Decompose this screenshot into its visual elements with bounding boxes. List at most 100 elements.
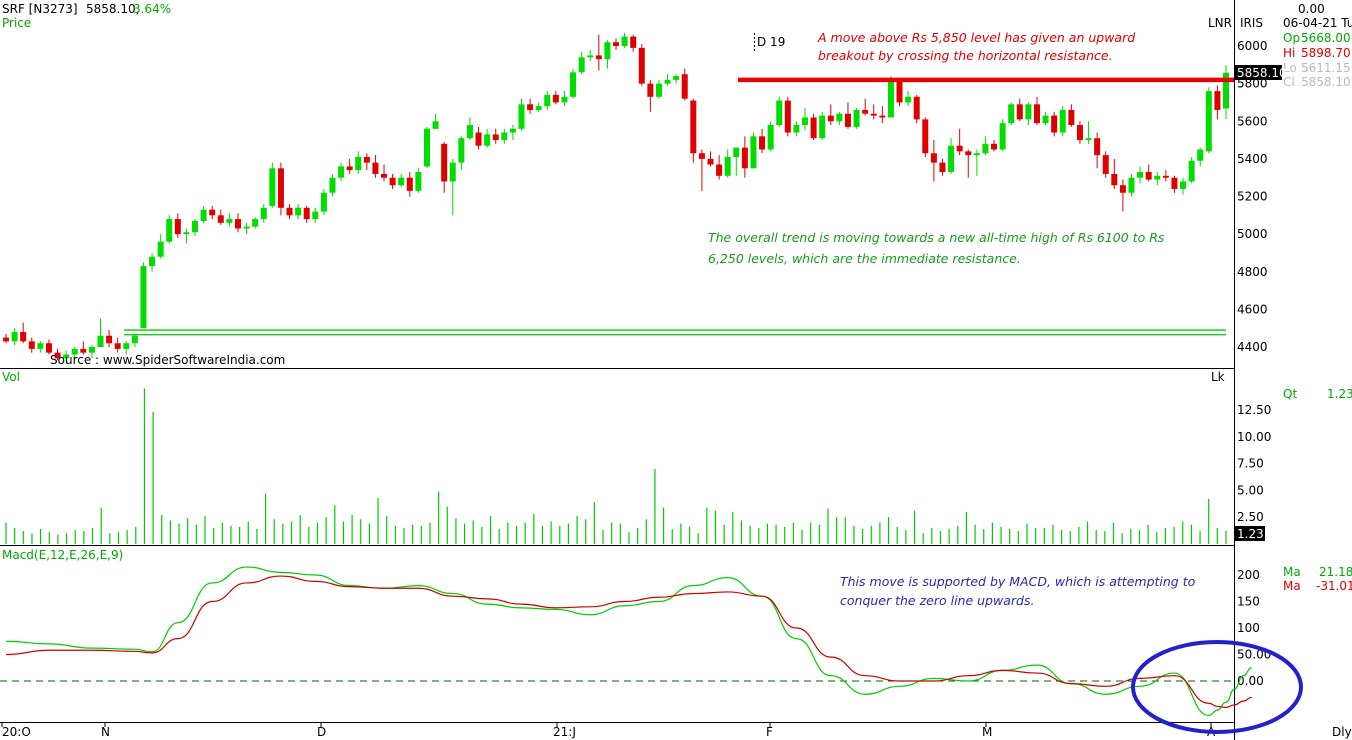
candle bbox=[389, 173, 396, 189]
volume-tick-label: 7.50 bbox=[1237, 457, 1264, 471]
candle bbox=[45, 339, 52, 355]
candle bbox=[295, 204, 302, 220]
candle bbox=[406, 172, 413, 197]
candle bbox=[80, 341, 87, 355]
candle bbox=[71, 347, 78, 359]
candle bbox=[887, 76, 894, 118]
candles bbox=[3, 32, 1229, 364]
candle bbox=[475, 126, 482, 150]
info-ma1-value: 21.18 bbox=[1319, 565, 1352, 579]
info-dly: Dly bbox=[1332, 725, 1352, 739]
candle bbox=[518, 98, 525, 131]
candle bbox=[260, 204, 267, 223]
candle bbox=[303, 205, 310, 223]
candle bbox=[338, 162, 345, 182]
candle bbox=[192, 219, 199, 237]
candle bbox=[28, 337, 35, 353]
candle bbox=[20, 322, 27, 344]
header-price-label: Price bbox=[2, 16, 31, 30]
candle bbox=[870, 104, 877, 120]
x-tick-label: D bbox=[317, 725, 326, 739]
candle bbox=[655, 79, 662, 99]
candle bbox=[999, 119, 1006, 152]
candle bbox=[286, 204, 293, 220]
candle bbox=[716, 155, 723, 180]
candle bbox=[1197, 147, 1204, 167]
candle bbox=[509, 125, 516, 141]
x-tick-label: 20:O bbox=[2, 725, 31, 739]
candle bbox=[1180, 177, 1187, 195]
volume-tick-label: 5.00 bbox=[1237, 483, 1264, 497]
header-symbol: SRF [N3273] bbox=[2, 2, 78, 16]
panel-label-macd: Macd(E,12,E,26,E,9) bbox=[2, 548, 123, 562]
candle bbox=[277, 162, 284, 216]
volume-tick-label: 2.50 bbox=[1237, 510, 1264, 524]
last-price-tag: 5858.10 bbox=[1235, 65, 1287, 80]
candle bbox=[1042, 111, 1049, 126]
candle bbox=[149, 252, 156, 272]
candle bbox=[844, 102, 851, 129]
info-cl-label: Cl bbox=[1283, 75, 1295, 89]
info-date: 06-04-21 Tu bbox=[1283, 16, 1352, 30]
candle bbox=[1051, 111, 1058, 137]
candle bbox=[991, 140, 998, 152]
candle bbox=[1102, 151, 1109, 178]
support-lines bbox=[124, 329, 1226, 336]
candle bbox=[1128, 173, 1135, 197]
candle bbox=[398, 173, 405, 188]
candle bbox=[544, 91, 551, 110]
candle bbox=[1188, 156, 1195, 184]
candle bbox=[922, 117, 929, 157]
candle bbox=[956, 128, 963, 156]
candle bbox=[269, 162, 276, 208]
candle bbox=[3, 333, 9, 344]
candle bbox=[449, 158, 456, 216]
price-tick-label: 4600 bbox=[1237, 302, 1268, 316]
candle bbox=[97, 318, 104, 347]
price-tick-label: 5600 bbox=[1237, 114, 1268, 128]
candle bbox=[759, 128, 766, 154]
macd-tick-label: 0.00 bbox=[1237, 674, 1264, 688]
price-tick-label: 5400 bbox=[1237, 152, 1268, 166]
x-tick-label: M bbox=[982, 725, 992, 739]
candle bbox=[827, 104, 834, 126]
candle bbox=[106, 330, 113, 347]
candle bbox=[1068, 104, 1075, 127]
candle bbox=[1033, 96, 1040, 126]
candle bbox=[312, 207, 319, 223]
candle bbox=[930, 140, 937, 182]
candle bbox=[939, 158, 946, 176]
info-qt-value: 1.23 bbox=[1327, 387, 1352, 401]
candle bbox=[948, 138, 955, 174]
info-ma2-value: -31.01 bbox=[1316, 579, 1352, 593]
info-ma2-label: Ma bbox=[1283, 579, 1301, 593]
candle bbox=[372, 155, 379, 178]
header-price: 5858.10, bbox=[86, 2, 139, 16]
info-op-label: Op bbox=[1283, 31, 1300, 45]
candle bbox=[578, 51, 585, 75]
candle bbox=[252, 217, 259, 229]
candle bbox=[174, 213, 181, 238]
info-top-value: 0.00 bbox=[1298, 2, 1325, 16]
candle bbox=[535, 102, 542, 112]
macd-lines bbox=[0, 566, 1252, 717]
info-lo-label: Lo bbox=[1283, 61, 1297, 75]
candle bbox=[226, 213, 233, 227]
candle bbox=[432, 113, 439, 129]
x-tick-label: 21:J bbox=[553, 725, 576, 739]
candle bbox=[441, 141, 448, 193]
candle bbox=[613, 38, 619, 50]
panel-label-vol: Vol bbox=[2, 370, 20, 384]
volume-tick-label: 10.00 bbox=[1237, 430, 1271, 444]
candle bbox=[466, 117, 473, 141]
candle bbox=[621, 32, 628, 48]
price-tick-label: 6000 bbox=[1237, 39, 1268, 53]
candle bbox=[595, 34, 602, 71]
last-price-label: 5858.10 bbox=[1237, 66, 1287, 80]
candle bbox=[1119, 179, 1126, 212]
price-tick-label: 4800 bbox=[1237, 265, 1268, 279]
candle bbox=[1016, 98, 1023, 122]
candle bbox=[114, 337, 121, 353]
candle bbox=[423, 126, 430, 169]
